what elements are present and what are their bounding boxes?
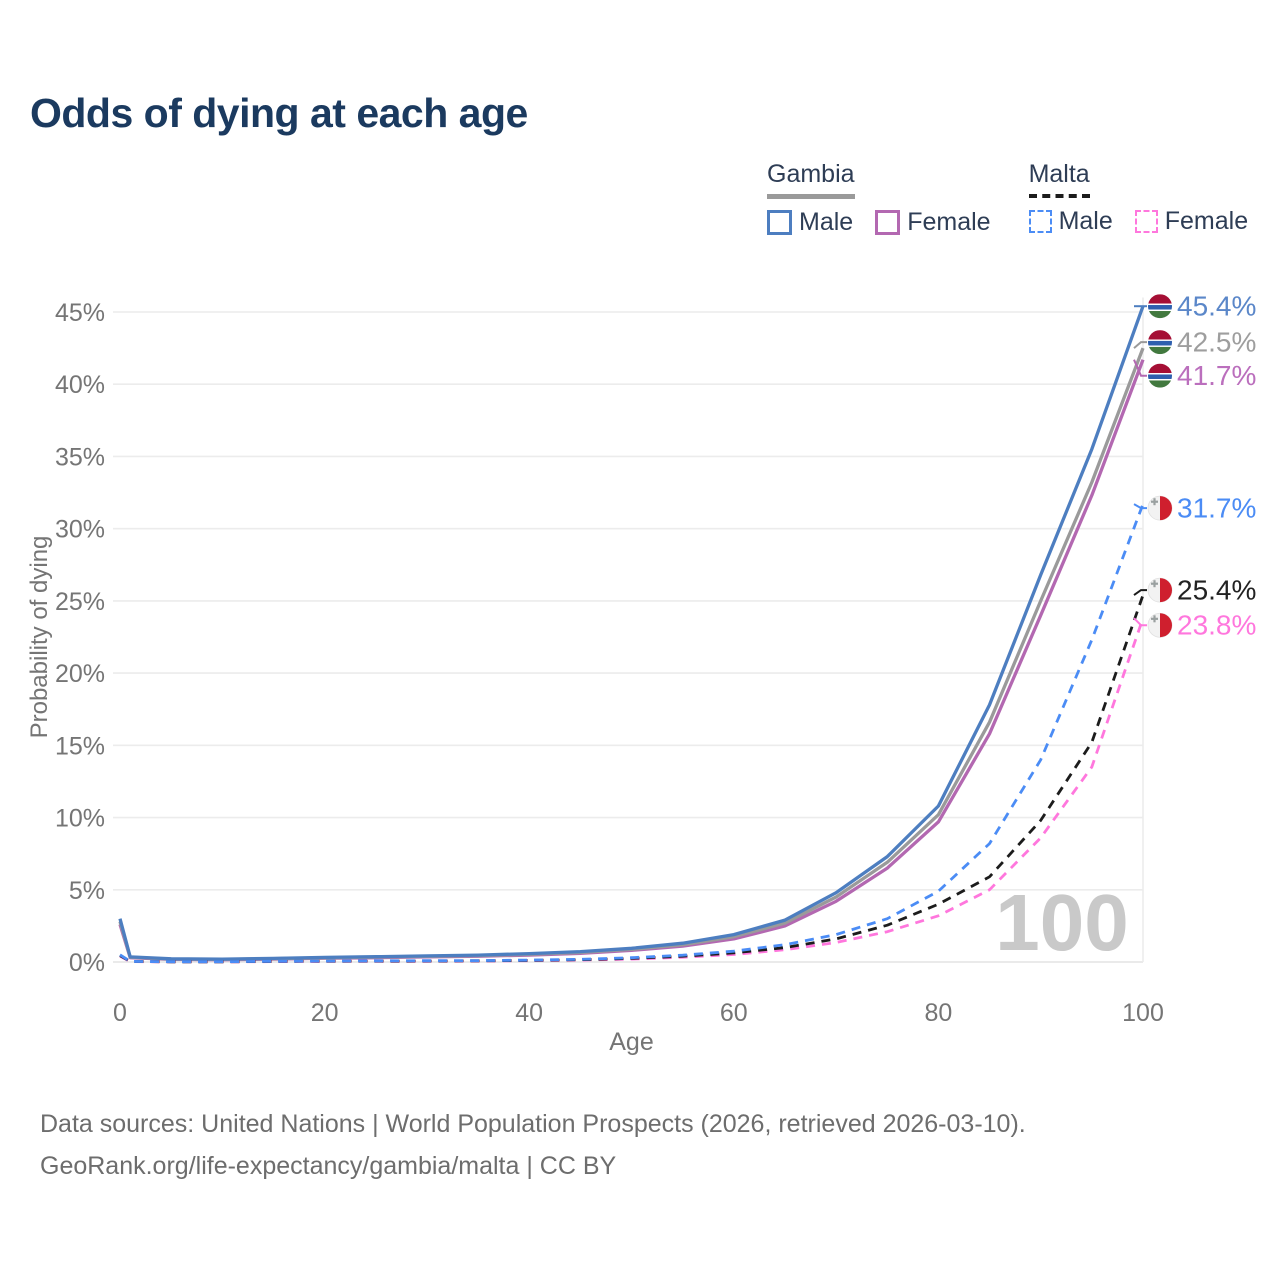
flag-icon-gambia bbox=[1148, 330, 1172, 355]
y-tick-label: 35% bbox=[55, 443, 105, 471]
legend-item-label: Male bbox=[1058, 207, 1113, 235]
series-line-malta-female bbox=[119, 617, 1145, 964]
legend-swatch-gambia-male-icon bbox=[767, 210, 792, 235]
x-tick-label: 60 bbox=[720, 999, 748, 1027]
x-tick-label: 80 bbox=[924, 999, 952, 1027]
x-tick-label: 100 bbox=[1122, 999, 1164, 1027]
end-label-gambia-male: 45.4% bbox=[1177, 291, 1256, 322]
legend-item-gambia-female[interactable]: Female bbox=[875, 208, 991, 237]
x-tick-label: 0 bbox=[113, 999, 127, 1027]
y-tick-label: 40% bbox=[55, 371, 105, 399]
label-connector-malta-male bbox=[1133, 503, 1147, 510]
legend: Gambia Male Female Malta Male bbox=[767, 160, 1248, 237]
series-line-gambia-female bbox=[118, 359, 1145, 962]
series-line-malta-male bbox=[119, 503, 1145, 964]
mortality-line-chart[interactable]: 45% 40% 35% 30% 25% 20% 15% 10% 5% 0% 100 0 20 40 60 80… bbox=[0, 0, 1280, 1080]
end-label-malta-total: 25.4% bbox=[1177, 575, 1256, 606]
legend-swatch-malta-female-icon bbox=[1134, 210, 1158, 233]
legend-item-malta-male[interactable]: Male bbox=[1028, 207, 1113, 236]
y-tick-label: 45% bbox=[55, 299, 105, 327]
end-label-malta-male: 31.7% bbox=[1177, 493, 1256, 524]
flag-icon-gambia bbox=[1148, 294, 1172, 319]
series-line-malta-total bbox=[119, 594, 1145, 964]
legend-item-malta-female[interactable]: Female bbox=[1134, 207, 1249, 236]
series-line-gambia-male bbox=[118, 305, 1145, 961]
y-tick-label: 25% bbox=[55, 588, 105, 616]
label-connector-malta-total bbox=[1133, 589, 1147, 596]
label-connector-gambia-female bbox=[1133, 359, 1147, 377]
flag-icon-malta bbox=[1147, 495, 1173, 521]
page-title: Odds of dying at each age bbox=[30, 90, 528, 136]
data-sources-text: Data sources: United Nations | World Pop… bbox=[40, 1110, 1026, 1138]
legend-swatch-malta-male-icon bbox=[1028, 210, 1052, 233]
label-connector-malta-female bbox=[1133, 617, 1147, 627]
y-tick-label: 5% bbox=[69, 877, 105, 905]
x-axis-label: Age bbox=[609, 1028, 653, 1056]
label-connector-gambia-total bbox=[1133, 341, 1147, 349]
end-label-gambia-female: 41.7% bbox=[1177, 360, 1256, 391]
y-tick-label: 15% bbox=[55, 732, 105, 760]
y-tick-label: 30% bbox=[55, 516, 105, 544]
legend-group-title-gambia[interactable]: Gambia bbox=[767, 160, 855, 199]
legend-group-malta: Malta Male Female bbox=[1028, 160, 1249, 237]
legend-group-gambia: Gambia Male Female bbox=[767, 160, 991, 237]
end-label-malta-female: 23.8% bbox=[1177, 610, 1256, 641]
legend-swatch-gambia-female-icon bbox=[875, 210, 901, 235]
hover-age-watermark: 100 bbox=[995, 878, 1128, 967]
flag-icon-malta bbox=[1147, 577, 1173, 603]
flag-icon-gambia bbox=[1148, 363, 1172, 388]
x-tick-label: 20 bbox=[311, 999, 339, 1027]
legend-item-label: Female bbox=[907, 208, 991, 236]
flag-icon-malta bbox=[1147, 612, 1173, 638]
y-tick-label: 0% bbox=[69, 949, 105, 977]
legend-item-label: Male bbox=[799, 208, 854, 236]
legend-group-title-malta[interactable]: Malta bbox=[1028, 160, 1090, 198]
legend-item-gambia-male[interactable]: Male bbox=[767, 208, 853, 237]
attribution-link-text[interactable]: GeoRank.org/life-expectancy/gambia/malta… bbox=[40, 1152, 617, 1180]
end-label-gambia-total: 42.5% bbox=[1177, 327, 1256, 358]
series-line-gambia-total bbox=[118, 347, 1145, 962]
y-tick-label: 10% bbox=[55, 805, 105, 833]
y-tick-label: 20% bbox=[55, 660, 105, 688]
y-axis-label: Probability of dying bbox=[26, 536, 53, 739]
footer: Data sources: United Nations | World Pop… bbox=[40, 1103, 1026, 1187]
legend-item-label: Female bbox=[1164, 207, 1249, 235]
x-tick-label: 40 bbox=[515, 999, 543, 1027]
